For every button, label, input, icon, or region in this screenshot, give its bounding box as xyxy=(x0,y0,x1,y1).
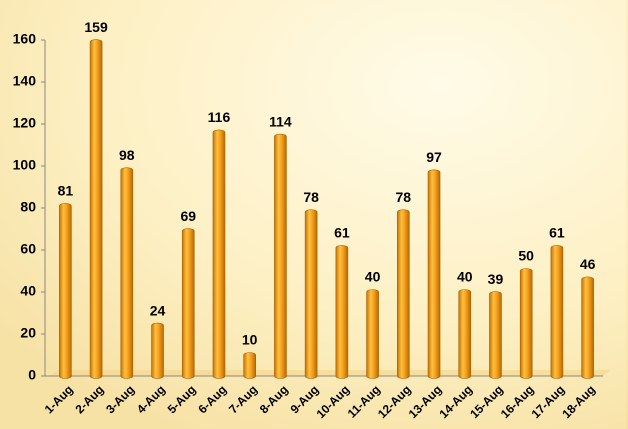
value-label: 116 xyxy=(208,109,231,125)
value-label: 50 xyxy=(518,248,534,264)
value-label: 40 xyxy=(365,269,381,285)
bar xyxy=(581,276,594,379)
bar xyxy=(458,289,472,379)
bar xyxy=(181,228,195,379)
value-label: 98 xyxy=(119,147,135,163)
y-tick-label: 0 xyxy=(28,367,36,383)
bar xyxy=(397,209,410,379)
bar xyxy=(550,245,564,379)
y-tick-label: 140 xyxy=(13,73,37,89)
bar xyxy=(120,167,134,379)
bar xyxy=(151,322,164,379)
value-label: 81 xyxy=(58,183,74,199)
y-tick-label: 160 xyxy=(13,31,37,47)
value-label: 78 xyxy=(396,189,412,205)
value-label: 10 xyxy=(242,332,258,348)
value-label: 61 xyxy=(549,225,565,241)
y-tick-label: 20 xyxy=(20,325,36,341)
value-label: 40 xyxy=(457,269,473,285)
y-tick-label: 100 xyxy=(13,157,37,173)
value-label: 61 xyxy=(334,225,350,241)
y-tick-label: 80 xyxy=(20,199,36,215)
value-label: 24 xyxy=(150,302,166,318)
value-label: 69 xyxy=(180,208,196,224)
bar xyxy=(366,289,379,379)
bar xyxy=(427,169,441,379)
bar xyxy=(489,291,502,379)
bar xyxy=(519,268,533,379)
value-label: 39 xyxy=(488,271,504,287)
bar xyxy=(304,209,318,379)
bar xyxy=(335,245,349,379)
y-tick-label: 120 xyxy=(13,115,37,131)
value-label: 159 xyxy=(84,19,108,35)
bar xyxy=(89,39,103,379)
y-tick-label: 40 xyxy=(20,283,36,299)
bar xyxy=(212,129,226,379)
value-label: 114 xyxy=(269,113,292,129)
bar xyxy=(59,203,72,379)
y-tick-label: 60 xyxy=(20,241,36,257)
bar xyxy=(243,352,256,379)
value-label: 97 xyxy=(426,149,442,165)
value-label: 78 xyxy=(303,189,319,205)
bar xyxy=(274,133,287,379)
value-label: 46 xyxy=(580,256,596,272)
